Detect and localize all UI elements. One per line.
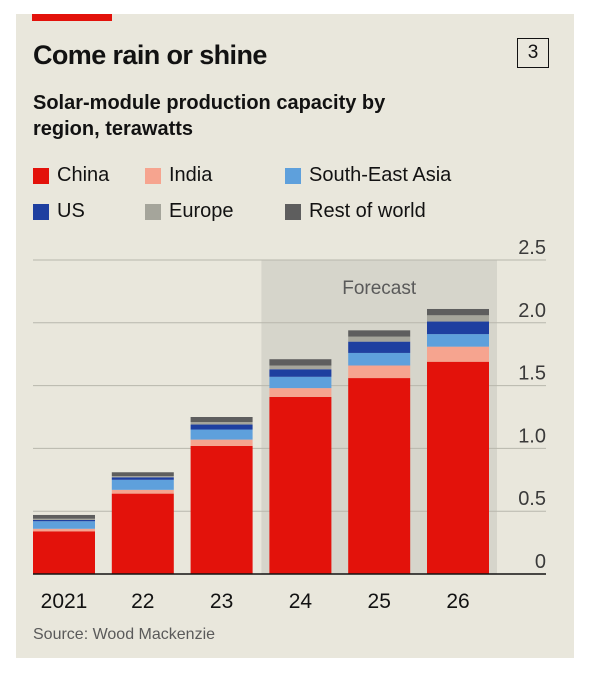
bar-segment-india-24 <box>269 388 332 397</box>
legend-item-india: India <box>145 164 212 187</box>
legend-label-china: China <box>57 164 110 186</box>
bar-segment-south-east-asia-23 <box>190 429 253 440</box>
brand-accent-bar <box>32 14 112 21</box>
bar-segment-china-22 <box>111 493 174 574</box>
bar-segment-south-east-asia-25 <box>348 352 411 366</box>
legend-label-south-east-asia: South-East Asia <box>309 164 452 186</box>
bar-segment-south-east-asia-2021 <box>33 521 95 529</box>
bar-segment-europe-22 <box>111 476 174 478</box>
bar-segment-rest-of-world-22 <box>111 472 174 477</box>
legend-swatch-rest-of-world <box>285 203 301 220</box>
chart-card: Come rain or shine 3 Solar-module produc… <box>16 14 574 658</box>
bar-segment-india-2021 <box>33 528 95 532</box>
y-tick-label: 2.0 <box>518 300 546 322</box>
bar-segment-china-25 <box>348 378 411 574</box>
x-tick-label: 25 <box>368 590 391 613</box>
bar-segment-south-east-asia-26 <box>427 334 489 347</box>
bar-segment-rest-of-world-24 <box>269 359 332 366</box>
bar-segment-us-26 <box>427 321 489 335</box>
bar-segment-us-23 <box>190 424 253 430</box>
x-tick-label: 2021 <box>41 590 88 613</box>
bar-segment-india-26 <box>427 346 489 362</box>
legend-label-us: US <box>57 200 85 222</box>
bar-segment-europe-24 <box>269 365 332 370</box>
legend-item-rest-of-world: Rest of world <box>285 200 426 223</box>
legend: China India South-East Asia US Europe Re… <box>33 164 553 234</box>
legend-swatch-us <box>33 203 49 220</box>
chart-subtitle: Solar-module production capacity by regi… <box>33 92 386 140</box>
y-tick-label: 0 <box>535 551 546 573</box>
x-tick-label: 24 <box>289 590 313 613</box>
bar-segment-rest-of-world-2021 <box>33 514 95 519</box>
bar-segment-china-26 <box>427 361 489 574</box>
bar-segment-us-24 <box>269 369 332 377</box>
bar-segment-china-23 <box>190 445 253 574</box>
bar-segment-india-23 <box>190 439 253 446</box>
legend-label-rest-of-world: Rest of world <box>309 200 426 222</box>
bar-segment-us-2021 <box>33 519 95 522</box>
y-tick-label: 0.5 <box>518 488 546 510</box>
x-tick-label: 22 <box>131 590 154 613</box>
chart-number-badge: 3 <box>517 38 549 68</box>
legend-item-china: China <box>33 164 109 187</box>
y-tick-label: 1.5 <box>518 363 546 385</box>
bar-segment-china-24 <box>269 396 332 574</box>
bar-segment-us-22 <box>111 477 174 480</box>
legend-item-south-east-asia: South-East Asia <box>285 164 451 187</box>
bar-segment-rest-of-world-23 <box>190 417 253 423</box>
legend-item-europe: Europe <box>145 200 234 223</box>
legend-swatch-india <box>145 167 161 184</box>
legend-swatch-china <box>33 167 49 184</box>
y-tick-label: 2.5 <box>518 237 546 259</box>
y-tick-label: 1.0 <box>518 425 546 447</box>
bar-segment-europe-26 <box>427 315 489 322</box>
bar-segment-us-25 <box>348 341 411 353</box>
legend-swatch-europe <box>145 203 161 220</box>
chart-title: Come rain or shine <box>33 40 267 70</box>
x-tick-label: 23 <box>210 590 233 613</box>
legend-label-europe: Europe <box>169 200 234 222</box>
bar-segment-china-2021 <box>33 531 95 574</box>
legend-swatch-south-east-asia <box>285 167 301 184</box>
bar-segment-rest-of-world-25 <box>348 330 411 337</box>
bar-segment-rest-of-world-26 <box>427 308 489 316</box>
bar-chart-plot: Forecast 0 0.5 1.0 1.5 2.0 2.5 2021 22 23 24 25 26 <box>33 237 546 613</box>
legend-label-india: India <box>169 164 213 186</box>
source-note: Source: Wood Mackenzie <box>33 626 216 643</box>
bar-segment-india-25 <box>348 365 411 379</box>
bar-segment-europe-23 <box>190 422 253 425</box>
bar-segment-india-22 <box>111 489 174 494</box>
bar-segment-south-east-asia-24 <box>269 376 332 389</box>
bar-segment-south-east-asia-22 <box>111 479 174 490</box>
bar-segment-europe-25 <box>348 336 411 342</box>
forecast-label: Forecast <box>342 278 417 299</box>
bar-segment-europe-2021 <box>33 518 95 520</box>
x-tick-label: 26 <box>446 590 469 613</box>
legend-item-us: US <box>33 200 85 223</box>
